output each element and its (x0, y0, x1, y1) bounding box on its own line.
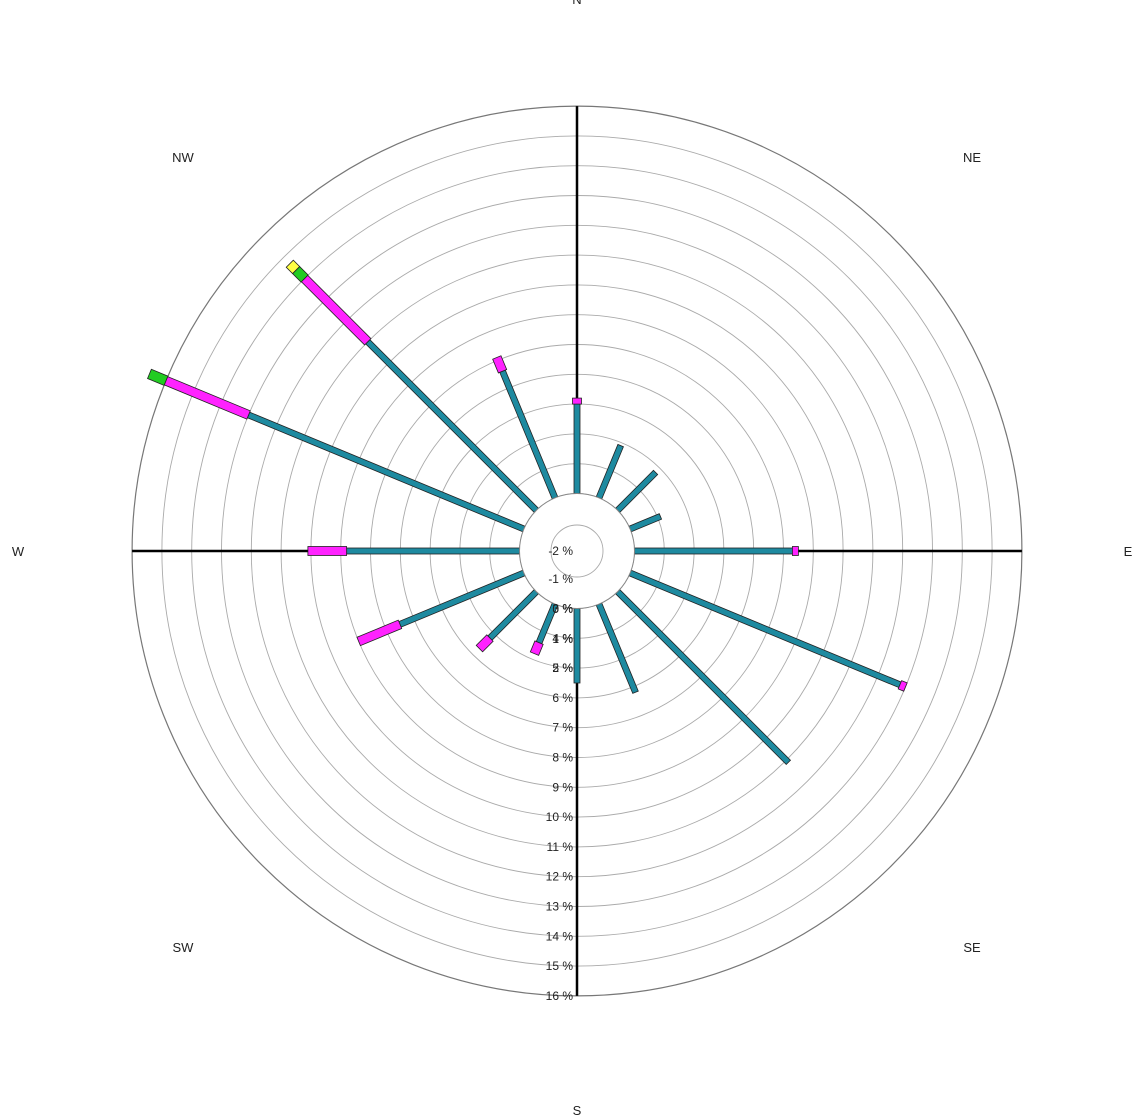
ring-label: 16 % (546, 989, 574, 1003)
ring-label: 11 % (547, 840, 574, 854)
bar-segment-sw (487, 588, 540, 641)
center-tick-label: 0 % (552, 602, 573, 616)
bar-rect (163, 376, 251, 420)
bar-segment-w (346, 547, 520, 555)
bar-rect (346, 547, 520, 555)
bar-segment-wnw (146, 368, 169, 386)
bar-segment-ne (614, 469, 659, 514)
bar-rect (595, 602, 639, 694)
ring-label: 3 % (552, 602, 573, 616)
bar-segment-wnw (246, 411, 526, 533)
bar-rect (365, 339, 540, 514)
ring-label: 4 % (552, 631, 573, 645)
bar-rect (573, 608, 581, 684)
ring-label: 8 % (552, 751, 573, 765)
bar-rect (791, 546, 799, 556)
bar-rect (285, 259, 301, 275)
compass-label-s: S (573, 1103, 582, 1118)
bar-rect (628, 513, 663, 533)
ring-label: 15 % (546, 959, 574, 973)
bar-segment-wsw (356, 619, 403, 647)
bar-rect (307, 546, 347, 556)
ring-label: 12 % (546, 870, 574, 884)
bar-rect (475, 634, 494, 653)
center-tick-label: 1 % (552, 632, 573, 646)
compass-label-nw: NW (172, 150, 194, 165)
ring-label: 10 % (546, 810, 574, 824)
bar-rect (492, 355, 508, 374)
compass-label-ne: NE (963, 150, 981, 165)
bar-rect (634, 547, 793, 555)
bar-rect (300, 274, 372, 346)
bar-segment-wnw (163, 376, 251, 420)
bar-segment-s (573, 608, 581, 684)
bar-rect (572, 397, 582, 405)
compass-label-se: SE (963, 940, 981, 955)
bar-segment-e (791, 546, 799, 556)
compass-label-sw: SW (173, 940, 195, 955)
center-hole-outer (519, 493, 635, 609)
bar-segment-ese (628, 569, 902, 689)
bar-rect (529, 640, 544, 656)
bar-segment-w (307, 546, 347, 556)
bar-rect (628, 569, 902, 689)
bar-segment-nw (285, 259, 301, 275)
bar-rect (487, 588, 540, 641)
bar-rect (614, 588, 792, 766)
bar-segment-nne (595, 443, 624, 500)
bar-segment-se (614, 588, 792, 766)
bar-segment-nw (300, 274, 372, 346)
ring-label: 7 % (552, 721, 573, 735)
axis-labels: N NE E SE S SW W NW -2 % -1 % 0 % 1 % 2 % 3 % 4 % 5 % 6 … (12, 0, 1133, 1118)
bar-rect (146, 368, 169, 386)
center-tick-label: -1 % (548, 572, 573, 586)
bar-rect (614, 469, 659, 514)
bar-rect (573, 403, 581, 494)
bar-segment-sw (475, 634, 494, 653)
direction-bars (146, 259, 908, 766)
bar-segment-ssw (529, 640, 544, 656)
bar-segment-n (572, 397, 582, 405)
ring-label: 14 % (546, 929, 574, 943)
bar-segment-ene (628, 513, 663, 533)
bar-segment-nw (365, 339, 540, 514)
bar-segment-sse (595, 602, 639, 694)
center-hole (519, 493, 635, 609)
bar-rect (897, 680, 908, 692)
bar-segment-nnw (492, 355, 508, 374)
bar-segment-n (573, 403, 581, 494)
bar-rect (246, 411, 526, 533)
ring-label: 9 % (552, 780, 573, 794)
center-tick-label: -2 % (548, 544, 573, 558)
compass-label-n: N (572, 0, 581, 7)
ring-label: 6 % (552, 691, 573, 705)
bar-rect (595, 443, 624, 500)
compass-label-e: E (1124, 544, 1133, 559)
bar-segment-ese (897, 680, 908, 692)
center-tick-label: 2 % (552, 661, 573, 675)
center-hole-inner (550, 524, 604, 578)
ring-label: 13 % (546, 900, 574, 914)
bar-rect (356, 619, 403, 647)
ring-label: 5 % (552, 661, 573, 675)
compass-label-w: W (12, 544, 25, 559)
bar-segment-e (634, 547, 793, 555)
